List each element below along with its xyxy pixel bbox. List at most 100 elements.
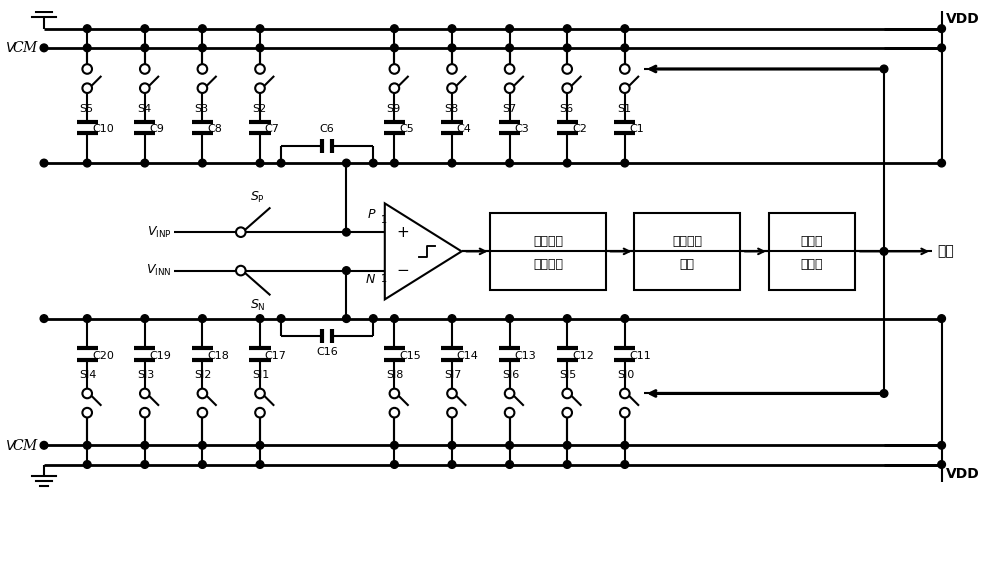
Circle shape	[343, 267, 350, 274]
Circle shape	[83, 461, 91, 468]
Circle shape	[562, 64, 572, 74]
Text: Sl7: Sl7	[444, 370, 462, 380]
Circle shape	[83, 442, 91, 449]
Text: C9: C9	[150, 125, 164, 134]
Text: C13: C13	[514, 351, 536, 361]
Circle shape	[391, 159, 398, 167]
Text: C15: C15	[399, 351, 421, 361]
Circle shape	[562, 84, 572, 93]
Text: 1: 1	[381, 274, 387, 284]
Text: C17: C17	[265, 351, 287, 361]
Circle shape	[255, 84, 265, 93]
Circle shape	[141, 315, 149, 323]
Circle shape	[390, 389, 399, 398]
Circle shape	[620, 84, 630, 93]
Circle shape	[256, 461, 264, 468]
Circle shape	[40, 442, 48, 449]
Circle shape	[448, 44, 456, 52]
Text: 1: 1	[381, 215, 387, 225]
Circle shape	[199, 315, 206, 323]
Circle shape	[141, 25, 149, 32]
Circle shape	[83, 159, 91, 167]
Circle shape	[563, 25, 571, 32]
Text: C18: C18	[207, 351, 229, 361]
Circle shape	[621, 315, 629, 323]
Circle shape	[256, 442, 264, 449]
Circle shape	[938, 159, 945, 167]
Text: C20: C20	[92, 351, 114, 361]
Bar	[490, 213, 606, 290]
Circle shape	[562, 389, 572, 398]
Circle shape	[621, 25, 629, 32]
Circle shape	[82, 408, 92, 418]
Circle shape	[255, 64, 265, 74]
Circle shape	[938, 25, 945, 32]
Circle shape	[83, 25, 91, 32]
Circle shape	[505, 408, 514, 418]
Text: $V_{\rm INP}$: $V_{\rm INP}$	[147, 225, 172, 240]
Circle shape	[391, 315, 398, 323]
Text: C19: C19	[150, 351, 171, 361]
Text: C16: C16	[316, 348, 338, 357]
Circle shape	[390, 84, 399, 93]
Text: 模块: 模块	[680, 258, 695, 271]
Text: −: −	[396, 263, 409, 278]
Circle shape	[506, 159, 513, 167]
Text: C5: C5	[399, 125, 414, 134]
Text: Sl6: Sl6	[502, 370, 519, 380]
Text: S8: S8	[444, 104, 459, 114]
Text: S1: S1	[617, 104, 631, 114]
Circle shape	[390, 408, 399, 418]
Text: P: P	[368, 208, 375, 221]
Circle shape	[562, 408, 572, 418]
Circle shape	[448, 461, 456, 468]
Text: +: +	[396, 225, 409, 240]
Circle shape	[343, 159, 350, 167]
Text: 逐次比较: 逐次比较	[533, 235, 563, 248]
Circle shape	[506, 25, 513, 32]
Circle shape	[505, 64, 514, 74]
Text: S5: S5	[80, 104, 94, 114]
Text: $V\!$CM: $V\!$CM	[5, 40, 39, 55]
Circle shape	[83, 315, 91, 323]
Text: VDD: VDD	[946, 467, 980, 481]
Circle shape	[256, 315, 264, 323]
Circle shape	[198, 389, 207, 398]
Circle shape	[198, 84, 207, 93]
Circle shape	[447, 84, 457, 93]
Text: $S_{\rm P}$: $S_{\rm P}$	[250, 190, 265, 205]
Circle shape	[880, 248, 888, 255]
Text: $S_{\rm N}$: $S_{\rm N}$	[250, 298, 266, 312]
Circle shape	[506, 315, 513, 323]
Circle shape	[390, 64, 399, 74]
Circle shape	[199, 44, 206, 52]
Circle shape	[391, 461, 398, 468]
Circle shape	[880, 65, 888, 73]
Circle shape	[140, 84, 150, 93]
Circle shape	[620, 408, 630, 418]
Circle shape	[506, 44, 513, 52]
Text: S7: S7	[502, 104, 516, 114]
Text: 换电路: 换电路	[801, 258, 823, 271]
Text: C1: C1	[630, 125, 644, 134]
Bar	[769, 213, 855, 290]
Circle shape	[391, 442, 398, 449]
Circle shape	[938, 442, 945, 449]
Circle shape	[448, 159, 456, 167]
Circle shape	[277, 159, 285, 167]
Circle shape	[82, 389, 92, 398]
Circle shape	[621, 442, 629, 449]
Text: C11: C11	[630, 351, 651, 361]
Circle shape	[343, 228, 350, 236]
Circle shape	[236, 266, 246, 275]
Text: $V\!$CM: $V\!$CM	[5, 438, 39, 453]
Circle shape	[343, 315, 350, 323]
Text: C4: C4	[457, 125, 472, 134]
Circle shape	[198, 64, 207, 74]
Circle shape	[448, 25, 456, 32]
Circle shape	[447, 64, 457, 74]
Text: C14: C14	[457, 351, 479, 361]
Circle shape	[140, 408, 150, 418]
Circle shape	[255, 389, 265, 398]
Circle shape	[563, 159, 571, 167]
